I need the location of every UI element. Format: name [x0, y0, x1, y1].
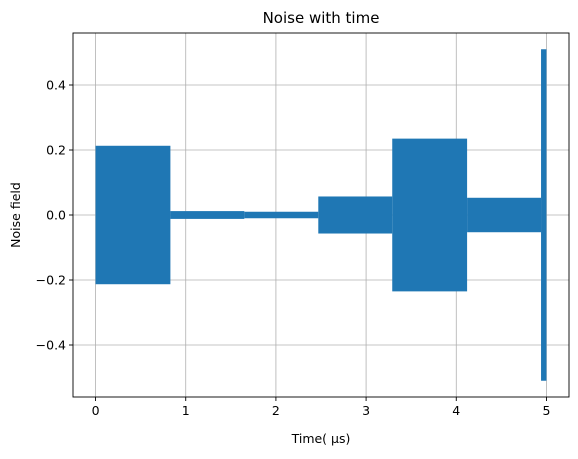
axis-ticks: 0 1 2 3 4 5 −0.4 −0.2 0.0 0.2 0.4: [36, 78, 551, 419]
y-tick-label-4: 0.4: [46, 78, 66, 93]
noise-segment-0-6: [541, 49, 547, 381]
y-tick-label-0: −0.4: [36, 338, 66, 353]
x-tick-label-0: 0: [92, 403, 100, 418]
noise-segment-0-1: [170, 211, 245, 219]
data-series: [95, 49, 547, 381]
x-tick-label-3: 3: [362, 403, 370, 418]
x-tick-label-4: 4: [452, 403, 460, 418]
noise-segment-0-5: [467, 197, 542, 233]
y-tick-label-3: 0.2: [46, 143, 66, 158]
x-tick-label-1: 1: [182, 403, 190, 418]
noise-segment-0-3: [318, 196, 393, 234]
noise-segment-0-4: [392, 138, 468, 292]
y-axis-label: Noise field: [8, 182, 23, 248]
x-tick-label-2: 2: [272, 403, 280, 418]
x-tick-label-5: 5: [542, 403, 550, 418]
y-tick-label-1: −0.2: [36, 273, 66, 288]
y-tick-label-2: 0.0: [46, 208, 66, 223]
noise-segment-0-2: [244, 211, 319, 219]
x-axis-label: Time( μs): [291, 431, 351, 446]
noise-segment-0-0: [95, 145, 171, 285]
chart-title: Noise with time: [263, 9, 380, 27]
